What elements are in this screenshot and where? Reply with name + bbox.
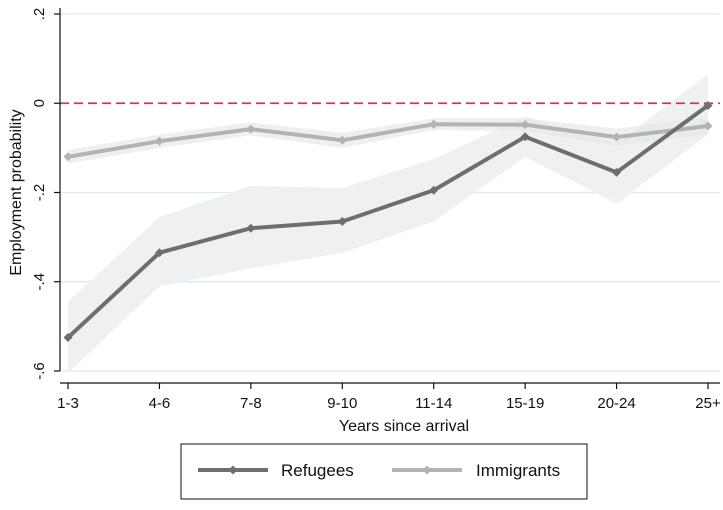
- data-point-immigrants: [612, 132, 622, 142]
- x-tick-label: 4-6: [149, 395, 171, 412]
- data-point-immigrants: [429, 119, 439, 129]
- plot-area: [60, 13, 720, 374]
- x-tick-label: 9-10: [327, 395, 357, 412]
- data-point-refugees: [520, 132, 530, 142]
- data-point-refugees: [337, 217, 347, 227]
- y-tick-label: .2: [31, 8, 48, 21]
- y-tick-label: -.2: [31, 184, 48, 202]
- legend: Refugees Immigrants: [180, 443, 588, 500]
- data-point-immigrants: [520, 120, 530, 130]
- data-point-immigrants: [154, 136, 164, 146]
- y-axis-title: Employment probability: [8, 109, 25, 275]
- data-point-immigrants: [703, 121, 713, 131]
- legend-marker-refugees: [228, 465, 238, 475]
- data-point-refugees: [246, 223, 256, 233]
- legend-marker-immigrants: [422, 465, 432, 475]
- x-tick-label: 1-3: [57, 395, 79, 412]
- series-line-refugees: [66, 103, 710, 339]
- data-point-refugees: [63, 333, 73, 343]
- x-tick-label: 25+: [695, 395, 721, 412]
- x-axis-title: Years since arrival: [339, 418, 469, 435]
- confidence-band-refugees: [68, 74, 708, 374]
- y-tick-label: -.6: [31, 362, 48, 380]
- data-point-refugees: [612, 167, 622, 177]
- x-tick-label: 20-24: [597, 395, 635, 412]
- data-point-immigrants: [63, 152, 73, 162]
- legend-label-refugees: Refugees: [281, 461, 354, 480]
- x-tick-label: 11-14: [415, 395, 452, 412]
- x-tick-label: 7-8: [240, 395, 262, 412]
- data-point-immigrants: [337, 135, 347, 145]
- legend-label-immigrants: Immigrants: [476, 461, 560, 480]
- series-line-immigrants: [67, 122, 709, 159]
- y-tick-label: -.4: [31, 273, 48, 291]
- data-point-refugees: [429, 185, 439, 195]
- data-point-refugees: [703, 100, 713, 110]
- x-tick-label: 15-19: [506, 395, 544, 412]
- data-point-refugees: [154, 248, 164, 258]
- y-tick-label: 0: [31, 99, 48, 107]
- axes: .2 0 -.2 -.4 -.6 1-3 4-6 7-8 9-10 11-14 15-19 20-24…: [31, 8, 721, 412]
- data-point-immigrants: [246, 124, 256, 134]
